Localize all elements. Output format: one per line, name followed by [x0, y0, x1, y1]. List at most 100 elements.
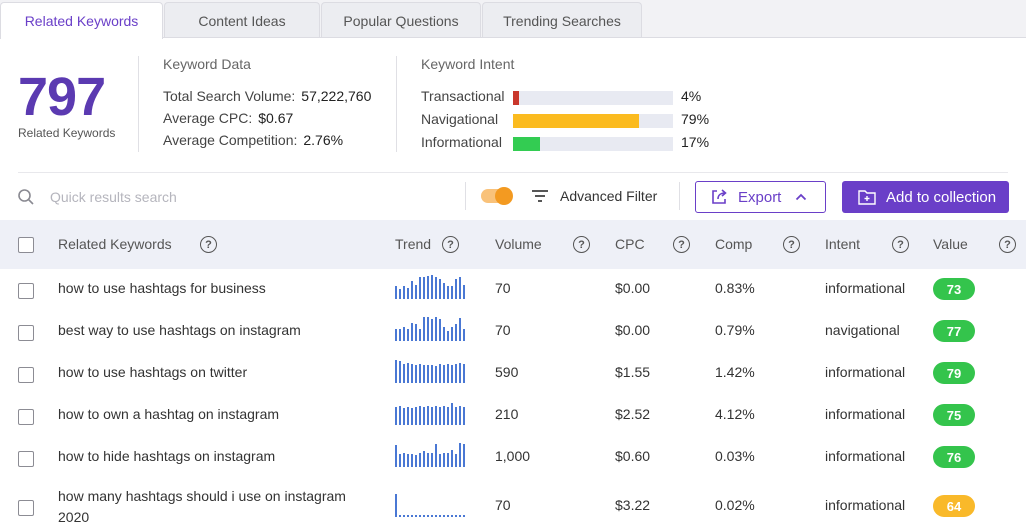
- table-row[interactable]: how to hide hashtags on instagram 1,000 $0…: [0, 437, 1026, 479]
- intent-label: Informational: [421, 134, 502, 150]
- table-row[interactable]: best way to use hashtags on instagram 70 $…: [0, 311, 1026, 353]
- trend-bar: [415, 285, 417, 299]
- trend-bar: [395, 329, 397, 341]
- divider: [18, 172, 1008, 173]
- trend-bar: [415, 515, 417, 517]
- keyword-cell[interactable]: how many hashtags should i use on instag…: [58, 488, 346, 525]
- column-header-intent[interactable]: Intent: [825, 236, 861, 252]
- volume-cell: 70: [495, 280, 511, 296]
- trend-bar: [399, 454, 401, 467]
- filter-icon[interactable]: [531, 189, 549, 203]
- keyword-data-title: Keyword Data: [163, 56, 251, 72]
- help-icon[interactable]: ?: [442, 236, 459, 253]
- trend-bar: [451, 515, 453, 517]
- help-icon[interactable]: ?: [673, 236, 690, 253]
- trend-bar: [419, 515, 421, 517]
- trend-bar: [411, 323, 413, 341]
- volume-cell: 1,000: [495, 448, 531, 464]
- trend-bar: [403, 515, 405, 517]
- column-header-volume[interactable]: Volume: [495, 236, 542, 252]
- help-icon[interactable]: ?: [200, 236, 217, 253]
- tab-related-keywords[interactable]: Related Keywords: [0, 2, 163, 39]
- trend-bar: [407, 288, 409, 299]
- trend-bar: [443, 327, 445, 341]
- table-row[interactable]: how to own a hashtag on instagram 210 $2.5…: [0, 395, 1026, 437]
- trend-bar: [431, 275, 433, 299]
- intent-percent: 79%: [681, 111, 710, 127]
- column-header-value[interactable]: Value: [933, 236, 968, 252]
- keyword-cell[interactable]: how to hide hashtags on instagram: [58, 448, 276, 464]
- select-all-checkbox[interactable]: [18, 237, 34, 253]
- keyword-cell[interactable]: how to use hashtags for business: [58, 280, 266, 296]
- row-checkbox[interactable]: [18, 500, 34, 516]
- export-button[interactable]: Export: [695, 181, 826, 213]
- trend-bar: [439, 319, 441, 341]
- trend-bar: [447, 407, 449, 425]
- cpc-cell: $0.00: [615, 322, 651, 338]
- help-icon[interactable]: ?: [783, 236, 800, 253]
- keyword-cell[interactable]: how to use hashtags on twitter: [58, 364, 248, 380]
- help-icon[interactable]: ?: [999, 236, 1016, 253]
- trend-bar: [411, 281, 413, 299]
- column-header-trend[interactable]: Trend: [395, 236, 432, 252]
- average-cpc-label: Average CPC:: [163, 110, 253, 126]
- advanced-filter-button[interactable]: Advanced Filter: [560, 188, 658, 204]
- add-to-collection-button[interactable]: Add to collection: [842, 181, 1009, 213]
- trend-bar: [443, 515, 445, 517]
- column-header-comp[interactable]: Comp: [715, 236, 753, 252]
- keyword-cell[interactable]: how to own a hashtag on instagram: [58, 406, 280, 422]
- value-score-badge: 79: [933, 362, 975, 384]
- trend-bar: [455, 324, 457, 341]
- keyword-cell[interactable]: best way to use hashtags on instagram: [58, 322, 301, 338]
- row-checkbox[interactable]: [18, 409, 34, 425]
- trend-bar: [399, 361, 401, 383]
- row-checkbox[interactable]: [18, 451, 34, 467]
- trend-bar: [395, 494, 397, 517]
- trend-bar: [435, 406, 437, 425]
- trend-bar: [395, 286, 397, 299]
- trend-bar: [463, 407, 465, 425]
- trend-bar: [439, 407, 441, 425]
- trend-bar: [403, 408, 405, 425]
- trend-bar: [443, 453, 445, 467]
- divider: [465, 182, 466, 210]
- add-to-collection-label: Add to collection: [886, 188, 997, 206]
- column-header-keyword[interactable]: Related Keywords: [58, 236, 172, 252]
- help-icon[interactable]: ?: [573, 236, 590, 253]
- trend-bar: [455, 454, 457, 467]
- volume-cell: 210: [495, 406, 519, 422]
- tab-popular-questions[interactable]: Popular Questions: [321, 2, 481, 38]
- tab-trending-searches[interactable]: Trending Searches: [482, 2, 642, 38]
- trend-bar: [427, 276, 429, 299]
- intent-percent: 4%: [681, 88, 702, 104]
- tab-content-ideas[interactable]: Content Ideas: [164, 2, 320, 38]
- value-score-badge: 77: [933, 320, 975, 342]
- row-checkbox[interactable]: [18, 283, 34, 299]
- help-icon[interactable]: ?: [892, 236, 909, 253]
- intent-cell: informational: [825, 448, 906, 464]
- trend-bar: [463, 364, 465, 383]
- total-search-volume-label: Total Search Volume:: [163, 88, 296, 104]
- trend-bar: [439, 454, 441, 467]
- trend-bar: [443, 283, 445, 299]
- average-competition-label: Average Competition:: [163, 132, 298, 148]
- trend-bar: [463, 285, 465, 299]
- toggle-switch[interactable]: [481, 187, 513, 205]
- trend-sparkline: [395, 317, 465, 341]
- table-row[interactable]: how to use hashtags on twitter 590 $1.55 1.…: [0, 353, 1026, 395]
- trend-bar: [459, 363, 461, 383]
- trend-bar: [427, 515, 429, 517]
- row-checkbox[interactable]: [18, 325, 34, 341]
- volume-cell: 590: [495, 364, 519, 380]
- divider: [396, 56, 397, 152]
- comp-cell: 0.03%: [715, 448, 755, 464]
- trend-bar: [415, 324, 417, 341]
- row-checkbox[interactable]: [18, 367, 34, 383]
- column-header-cpc[interactable]: CPC: [615, 236, 645, 252]
- volume-cell: 70: [495, 322, 511, 338]
- quick-search-input[interactable]: [50, 186, 430, 208]
- intent-cell: informational: [825, 364, 906, 380]
- table-row[interactable]: how many hashtags should i use on instag…: [0, 479, 1026, 525]
- trend-bar: [455, 407, 457, 425]
- table-row[interactable]: how to use hashtags for business 70 $0.00 0…: [0, 269, 1026, 311]
